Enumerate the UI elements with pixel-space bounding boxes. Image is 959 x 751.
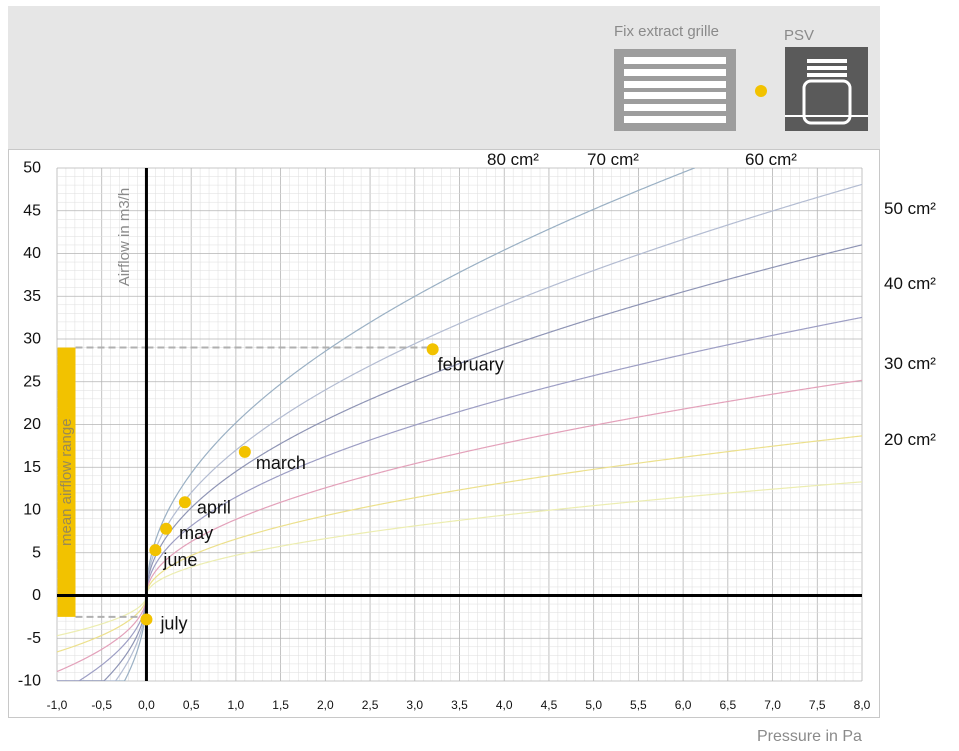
plot-frame: [8, 149, 880, 718]
psv-label: PSV: [784, 27, 815, 44]
data-point: [178, 496, 191, 509]
x-tick-label: -0,5: [91, 698, 112, 712]
series-line: [57, 316, 862, 681]
y-tick-label: -5: [27, 630, 41, 647]
grille-label: Fix extract grille: [614, 23, 720, 40]
x-tick-label: 8,0: [854, 698, 871, 712]
data-point: [160, 522, 173, 535]
x-tick-label: 2,5: [362, 698, 379, 712]
point-label: june: [162, 550, 197, 570]
series-label: 60 cm²: [745, 150, 797, 169]
x-tick-label: 2,0: [317, 698, 334, 712]
x-axis-title: Pressure in Pa: [757, 728, 862, 745]
psv-icon: [785, 47, 868, 131]
mean-airflow-range-bar: [57, 347, 76, 617]
y-tick-label: 30: [23, 331, 41, 348]
y-tick-label: 40: [23, 245, 41, 262]
series-label: 40 cm²: [884, 274, 936, 293]
data-point: [140, 613, 153, 626]
x-tick-label: 5,5: [630, 698, 647, 712]
x-tick-label: 3,5: [451, 698, 468, 712]
data-point: [149, 544, 162, 557]
y-tick-label: 45: [23, 202, 41, 219]
y-tick-label: 50: [23, 160, 41, 177]
series-label: 20 cm²: [884, 430, 936, 449]
series-line: [57, 183, 862, 681]
x-tick-label: 6,5: [719, 698, 736, 712]
x-tick-label: 6,0: [675, 698, 692, 712]
data-point: [426, 343, 439, 356]
x-tick-label: 5,0: [585, 698, 602, 712]
y-axis-title: Airflow in m3/h: [116, 188, 133, 286]
y-tick-label: 15: [23, 459, 41, 476]
series-line: [57, 435, 862, 653]
x-tick-label: 4,5: [541, 698, 558, 712]
point-label: july: [159, 613, 187, 633]
y-tick-label: 10: [23, 502, 41, 519]
series-label: 30 cm²: [884, 354, 936, 373]
y-tick-label: 35: [23, 288, 41, 305]
point-label: april: [197, 497, 231, 517]
point-label: february: [438, 354, 504, 374]
point-label: may: [179, 523, 213, 543]
series-line: [57, 481, 862, 637]
x-tick-label: 1,0: [228, 698, 245, 712]
data-point: [238, 445, 251, 458]
series-label: 80 cm²: [487, 150, 539, 169]
y-tick-label: -10: [18, 673, 41, 690]
series-label: 70 cm²: [587, 150, 639, 169]
x-tick-label: 7,5: [809, 698, 826, 712]
point-label: march: [256, 453, 306, 473]
y-tick-label: 20: [23, 416, 41, 433]
x-tick-label: 0,0: [138, 698, 155, 712]
series-line: [57, 168, 695, 681]
mean-airflow-range-label: mean airflow range: [58, 418, 75, 546]
y-tick-label: 0: [32, 587, 41, 604]
x-tick-label: 1,5: [272, 698, 289, 712]
series-line: [57, 244, 862, 681]
x-tick-label: 3,0: [406, 698, 423, 712]
y-tick-label: 5: [32, 544, 41, 561]
x-tick-label: 4,0: [496, 698, 513, 712]
legend-marker: [755, 85, 767, 97]
series-label: 50 cm²: [884, 199, 936, 218]
y-tick-label: 25: [23, 373, 41, 390]
x-tick-label: 7,0: [764, 698, 781, 712]
series-line: [57, 379, 862, 673]
x-tick-label: -1,0: [47, 698, 68, 712]
x-tick-label: 0,5: [183, 698, 200, 712]
grille-icon: [614, 49, 736, 131]
